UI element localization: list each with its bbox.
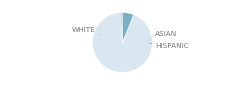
- Wedge shape: [121, 12, 122, 42]
- Text: ASIAN: ASIAN: [149, 31, 177, 39]
- Text: HISPANIC: HISPANIC: [149, 43, 189, 49]
- Wedge shape: [122, 12, 134, 42]
- Text: WHITE: WHITE: [72, 27, 101, 34]
- Wedge shape: [92, 12, 152, 72]
